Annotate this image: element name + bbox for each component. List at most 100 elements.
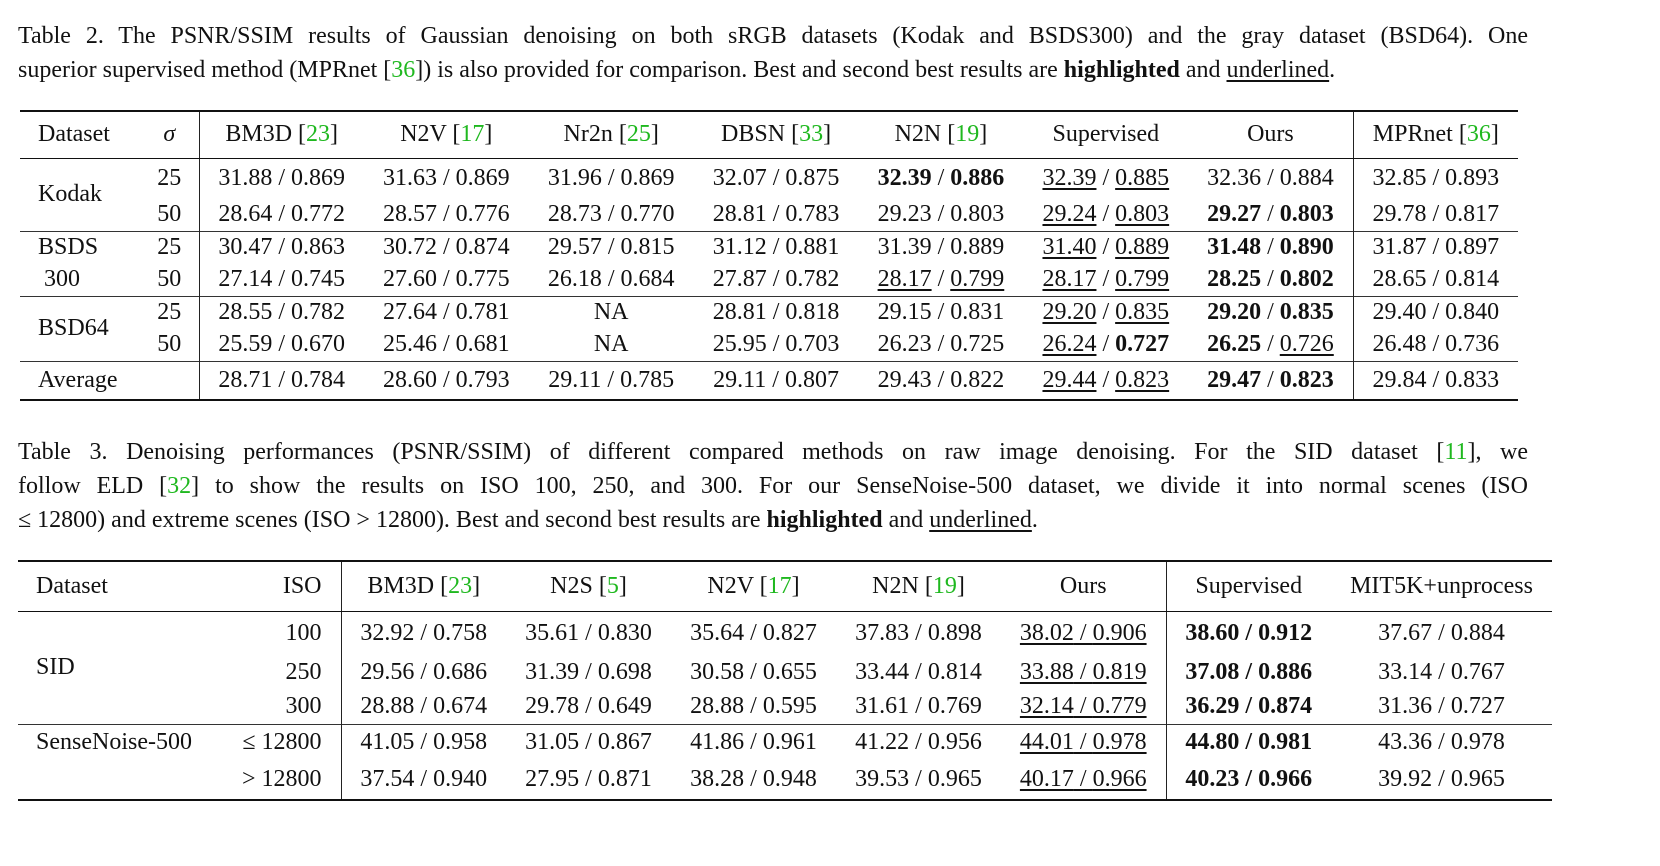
method-name: N2V — [707, 572, 754, 599]
table-cell: 30.58 / 0.655 — [671, 655, 836, 690]
psnr-value: 28.17 — [877, 266, 932, 292]
ssim-value: 0.775 — [455, 266, 510, 292]
cell-value: 29.20 / 0.835 — [1042, 299, 1170, 325]
table-cell: 26.25 / 0.726 — [1188, 329, 1353, 362]
citation-link[interactable]: 5 — [606, 572, 619, 599]
cell-value: 31.63 / 0.869 — [382, 164, 510, 191]
cell-value: 32.39 / 0.886 — [877, 164, 1005, 191]
citation-link[interactable]: 33 — [799, 121, 824, 148]
table-row: SID 100 32.92 / 0.758 35.61 / 0.830 35.64 / … — [18, 611, 1552, 680]
psnr-value: 32.36 — [1207, 164, 1262, 191]
ssim-value: 0.840 — [1445, 299, 1500, 325]
cell-value: 37.08 / 0.886 — [1185, 659, 1313, 685]
psnr-value: 26.25 — [1207, 331, 1262, 357]
cell-value: 27.14 / 0.745 — [218, 266, 346, 292]
cell-value: 31.39 / 0.889 — [877, 234, 1005, 260]
caption-line: follow ELD [32] to show the results on I… — [18, 469, 1528, 503]
citation-link[interactable]: 19 — [932, 572, 957, 599]
row-dataset: Average — [20, 360, 140, 400]
header-iso: ISO — [230, 561, 341, 612]
citation-link[interactable]: 23 — [448, 572, 473, 599]
psnr-value: 27.95 — [525, 766, 580, 792]
table2-caption: Table 2. The PSNR/SSIM results of Gaussi… — [18, 19, 1528, 87]
cell-value: 35.61 / 0.830 — [525, 619, 652, 646]
ssim-value: 0.884 — [1279, 164, 1334, 191]
table-cell: 29.78 / 0.817 — [1352, 198, 1518, 231]
ssim-value: 0.802 — [1279, 266, 1334, 292]
ssim-value: 0.881 — [785, 234, 840, 260]
cell-value: 32.07 / 0.875 — [712, 164, 840, 191]
psnr-value: 27.87 — [712, 266, 767, 292]
row-iso: ≤ 12800 — [230, 723, 341, 760]
citation-link[interactable]: 25 — [626, 121, 651, 148]
table-cell: 28.71 / 0.784 — [198, 360, 364, 400]
psnr-value: 31.39 — [877, 234, 932, 260]
ssim-value: 0.799 — [950, 266, 1005, 292]
ssim-value: 0.966 — [1092, 766, 1147, 792]
psnr-value: 29.78 — [525, 693, 580, 720]
table-cell: 29.44 / 0.823 — [1023, 360, 1189, 400]
table-row: 50 25.59 / 0.670 25.46 / 0.681 NA 25.95 / 0.… — [20, 328, 1518, 362]
cell-value: 28.64 / 0.772 — [218, 200, 346, 227]
ssim-value: 0.822 — [950, 366, 1005, 393]
cell-value: 26.23 / 0.725 — [877, 331, 1005, 357]
cell-value: 37.67 / 0.884 — [1378, 619, 1505, 646]
ssim-value: 0.965 — [927, 766, 982, 792]
method-name: MPRnet — [1372, 121, 1453, 148]
ssim-value: 0.807 — [784, 366, 839, 393]
citation-link[interactable]: 17 — [460, 121, 485, 148]
citation-link[interactable]: 32 — [167, 473, 192, 499]
ssim-value: 0.681 — [455, 331, 510, 357]
cell-value: 29.43 / 0.822 — [877, 366, 1005, 393]
ssim-value: 0.835 — [1115, 299, 1170, 325]
ssim-value: 0.819 — [1092, 659, 1147, 685]
cell-value: 30.72 / 0.874 — [382, 234, 510, 260]
cell-value: 29.40 / 0.840 — [1372, 299, 1500, 325]
row-sigma: 50 — [157, 331, 182, 357]
table-cell: 28.81 / 0.783 — [694, 198, 859, 231]
caption-text: . — [1031, 507, 1038, 533]
citation-link[interactable]: 36 — [391, 57, 416, 83]
psnr-value: 29.11 — [713, 366, 767, 393]
row-sigma — [140, 360, 199, 400]
header-method: Ours — [1001, 561, 1166, 612]
psnr-value: 29.40 — [1372, 299, 1427, 325]
cell-value: 29.11 / 0.807 — [713, 366, 839, 393]
table-cell: 31.96 / 0.869 — [529, 158, 694, 198]
table-cell: 30.72 / 0.874 — [363, 230, 529, 264]
psnr-value: 28.17 — [1042, 266, 1097, 292]
table-cell: 28.81 / 0.818 — [693, 295, 859, 329]
cell-value: 30.47 / 0.863 — [218, 234, 346, 260]
cell-value: 26.24 / 0.727 — [1042, 331, 1170, 357]
psnr-value: 30.47 — [218, 234, 273, 260]
psnr-value: 35.61 — [525, 619, 580, 646]
header-method: Ours — [1188, 111, 1354, 159]
psnr-value: 32.07 — [712, 164, 767, 191]
header-method: Supervised — [1023, 111, 1189, 159]
cell-value: 25.59 / 0.670 — [218, 331, 346, 357]
citation-link[interactable]: 17 — [767, 572, 792, 599]
method-name: BM3D — [367, 572, 435, 599]
psnr-value: 40.17 — [1019, 766, 1074, 792]
caption-text: and — [882, 507, 930, 533]
citation-link[interactable]: 19 — [955, 121, 980, 148]
ssim-value: 0.890 — [1279, 234, 1334, 260]
ssim-value: 0.835 — [1279, 299, 1334, 325]
citation-link[interactable]: 36 — [1466, 121, 1491, 148]
table-cell: 31.12 / 0.881 — [693, 230, 859, 264]
cell-value: 28.55 / 0.782 — [218, 299, 346, 325]
cell-value: 29.20 / 0.835 — [1207, 299, 1334, 325]
table-cell: 27.95 / 0.871 — [506, 760, 671, 801]
citation-link[interactable]: 11 — [1444, 439, 1468, 465]
header-method: MPRnet [36] — [1352, 111, 1518, 159]
caption-text: underlined — [1226, 57, 1330, 83]
header-method: N2S [5] — [506, 561, 671, 612]
table-cell: 31.63 / 0.869 — [364, 158, 529, 198]
psnr-value: 31.63 — [382, 164, 437, 191]
citation-link[interactable]: 23 — [306, 121, 331, 148]
table-cell: 29.40 / 0.840 — [1352, 295, 1518, 329]
cell-value: 41.05 / 0.958 — [360, 728, 488, 755]
cell-value: 40.23 / 0.966 — [1185, 766, 1313, 792]
cell-value: 31.36 / 0.727 — [1378, 693, 1505, 720]
caption-text: ≤ 12800) and extreme scenes (ISO > 12800… — [18, 507, 767, 533]
